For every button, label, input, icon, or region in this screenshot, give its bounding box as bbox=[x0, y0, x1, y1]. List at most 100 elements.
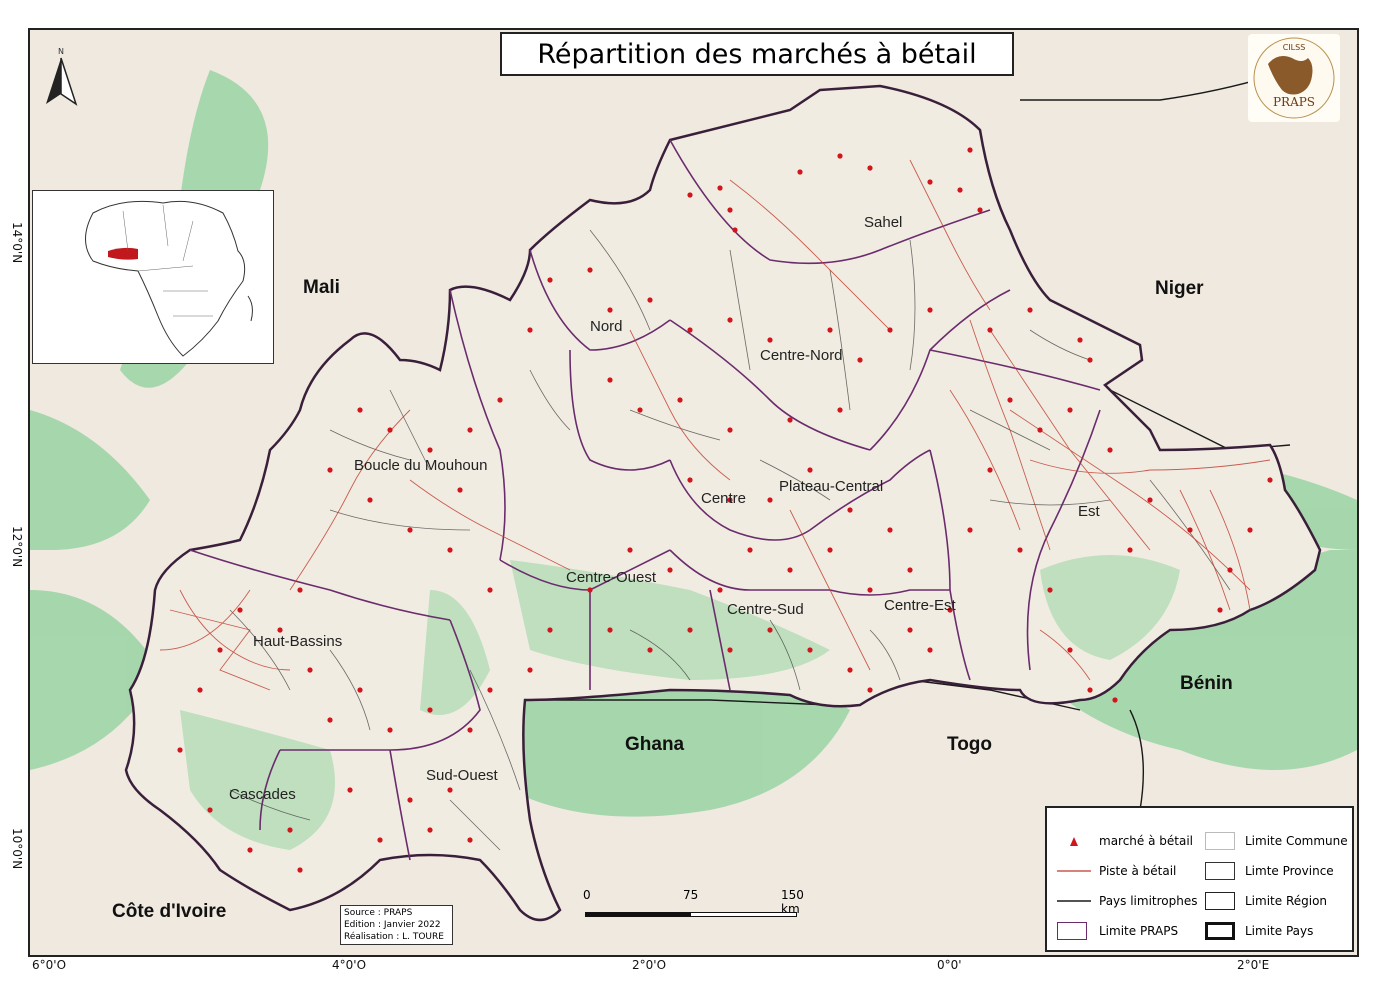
market-point bbox=[487, 587, 493, 593]
market-point bbox=[327, 467, 333, 473]
market-point bbox=[1107, 447, 1113, 453]
market-point bbox=[1067, 647, 1073, 653]
market-point bbox=[587, 267, 593, 273]
map-canvas[interactable] bbox=[30, 30, 1357, 955]
lon-label-2e: 2°0'E bbox=[1237, 958, 1270, 972]
market-point bbox=[277, 627, 283, 633]
legend-label: marché à bétail bbox=[1099, 834, 1194, 848]
legend-label: Limite PRAPS bbox=[1099, 924, 1179, 938]
legend-item-province: Limte Province bbox=[1205, 862, 1334, 880]
lon-label-4o: 4°0'O bbox=[332, 958, 367, 972]
map-legend: marché à bétail Piste à bétail Pays limi… bbox=[1045, 806, 1354, 952]
legend-label: Limite Région bbox=[1245, 894, 1328, 908]
market-point bbox=[927, 307, 933, 313]
market-point bbox=[977, 207, 983, 213]
markets-layer bbox=[177, 147, 1273, 873]
region-borders bbox=[189, 139, 1101, 861]
market-point bbox=[467, 837, 473, 843]
market-point bbox=[727, 497, 733, 503]
scale-label-0: 0 bbox=[583, 888, 591, 902]
market-point bbox=[677, 397, 683, 403]
market-point bbox=[177, 747, 183, 753]
market-point bbox=[1267, 477, 1273, 483]
market-point bbox=[987, 327, 993, 333]
legend-label: Limite Commune bbox=[1245, 834, 1348, 848]
market-point bbox=[967, 527, 973, 533]
market-point bbox=[547, 277, 553, 283]
market-point bbox=[887, 527, 893, 533]
market-point bbox=[1187, 527, 1193, 533]
map-title: Répartition des marchés à bétail bbox=[500, 32, 1014, 76]
praps-logo: PRAPS CILSS bbox=[1248, 34, 1340, 122]
market-point bbox=[287, 827, 293, 833]
region-label-sud-ouest: Sud-Ouest bbox=[426, 767, 498, 784]
market-point bbox=[807, 467, 813, 473]
scale-segment-black bbox=[585, 912, 690, 917]
market-point bbox=[1127, 547, 1133, 553]
market-point bbox=[667, 567, 673, 573]
market-point bbox=[627, 547, 633, 553]
market-point bbox=[427, 827, 433, 833]
country-label-mali: Mali bbox=[303, 277, 340, 298]
lat-label-14n: 14°0'N bbox=[10, 222, 24, 264]
market-point bbox=[927, 179, 933, 185]
market-point bbox=[407, 797, 413, 803]
region-label-centre-sud: Centre-Sud bbox=[727, 601, 804, 618]
market-point bbox=[827, 327, 833, 333]
market-point bbox=[1147, 497, 1153, 503]
legend-label: Piste à bétail bbox=[1099, 864, 1177, 878]
market-point bbox=[1227, 567, 1233, 573]
region-label-centre-ouest: Centre-Ouest bbox=[566, 569, 657, 586]
market-point bbox=[1047, 587, 1053, 593]
province-limit-box-icon bbox=[1205, 862, 1235, 880]
north-arrow-icon: N bbox=[38, 46, 84, 110]
market-point bbox=[727, 317, 733, 323]
region-label-centre-est: Centre-Est bbox=[884, 597, 956, 614]
region-label-centre: Centre bbox=[701, 490, 747, 507]
author-line: Réalisation : L. TOURE bbox=[344, 932, 444, 942]
market-point bbox=[907, 627, 913, 633]
market-point bbox=[457, 487, 463, 493]
scale-label-75: 75 bbox=[683, 888, 699, 902]
market-point bbox=[797, 169, 803, 175]
market-point bbox=[467, 727, 473, 733]
country-limit-box-icon bbox=[1205, 922, 1235, 940]
region-label-nord: Nord bbox=[590, 318, 623, 335]
legend-item-cattle-track: Piste à bétail bbox=[1057, 864, 1176, 878]
edition-line: Edition : Janvier 2022 bbox=[344, 920, 441, 930]
neighbor-border-line-icon bbox=[1057, 894, 1091, 908]
commune-limit-box-icon bbox=[1205, 832, 1235, 850]
market-point bbox=[1037, 427, 1043, 433]
legend-item-praps: Limite PRAPS bbox=[1057, 922, 1178, 940]
market-point bbox=[747, 547, 753, 553]
market-point bbox=[687, 192, 693, 198]
market-point bbox=[587, 587, 593, 593]
market-point bbox=[837, 407, 843, 413]
market-point bbox=[987, 467, 993, 473]
market-point bbox=[497, 397, 503, 403]
market-point bbox=[867, 587, 873, 593]
market-point bbox=[827, 547, 833, 553]
legend-item-neighbor: Pays limitrophes bbox=[1057, 894, 1197, 908]
market-point bbox=[207, 807, 213, 813]
market-point bbox=[1217, 607, 1223, 613]
market-point bbox=[867, 687, 873, 693]
market-point bbox=[727, 207, 733, 213]
market-point bbox=[427, 447, 433, 453]
market-point bbox=[1087, 687, 1093, 693]
cattle-tracks bbox=[159, 159, 1271, 691]
market-point bbox=[687, 627, 693, 633]
country-label-benin: Bénin bbox=[1180, 673, 1233, 694]
market-point bbox=[887, 327, 893, 333]
legend-item-market: marché à bétail bbox=[1057, 834, 1193, 848]
market-point bbox=[607, 627, 613, 633]
africa-inset-map bbox=[32, 190, 274, 364]
market-point bbox=[967, 147, 973, 153]
region-label-plateau-central: Plateau-Central bbox=[779, 478, 884, 495]
market-point bbox=[767, 337, 773, 343]
market-point bbox=[1067, 407, 1073, 413]
source-line: Source : PRAPS bbox=[344, 908, 413, 918]
market-point bbox=[357, 407, 363, 413]
legend-item-commune: Limite Commune bbox=[1205, 832, 1348, 850]
country-label-togo: Togo bbox=[947, 734, 993, 755]
